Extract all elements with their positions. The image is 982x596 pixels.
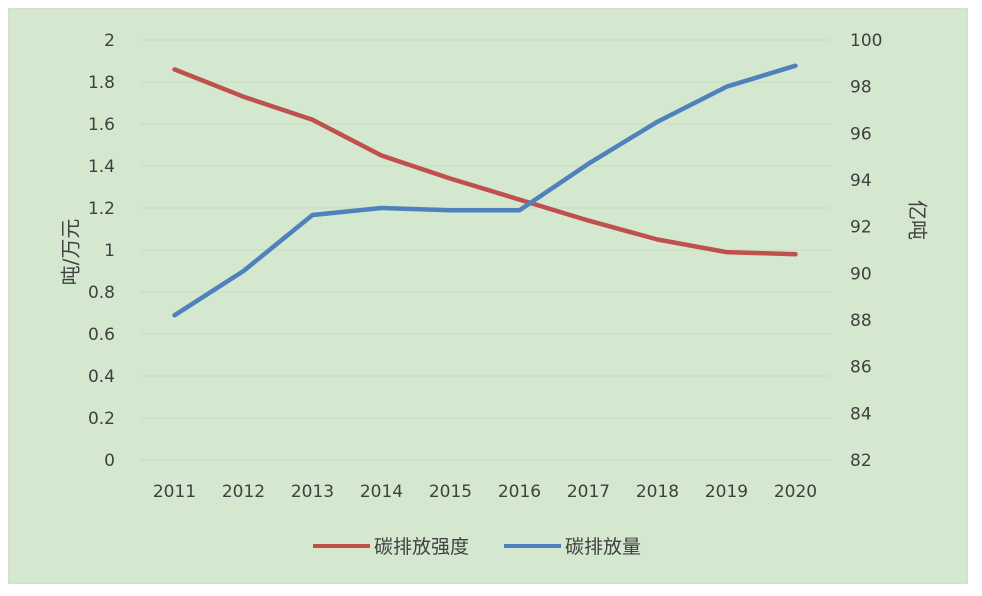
right-tick-label: 96 [850,124,872,144]
legend-label-intensity: 碳排放强度 [374,536,469,558]
left-tick-label: 1.8 [88,73,115,93]
right-tick-label: 90 [850,264,872,284]
series-lines [172,63,798,318]
x-tick-label: 2014 [360,482,403,502]
left-tick-label: 0.6 [88,325,115,345]
left-axis-title: 吨/万元 [59,219,83,286]
right-tick-label: 92 [850,218,872,238]
chart-area [8,8,968,584]
legend: 碳排放强度 碳排放量 [313,536,641,558]
left-tick-label: 2 [104,31,115,51]
left-tick-label: 1 [104,241,115,261]
x-tick-label: 2020 [774,482,817,502]
x-tick-label: 2018 [636,482,679,502]
left-tick-label: 0.4 [88,367,115,387]
x-tick-label: 2011 [153,482,196,502]
x-axis-ticks: 2011 2012 2013 2014 2015 2016 2017 2018 2019 2020 [153,482,817,502]
left-tick-label: 0.2 [88,409,115,429]
right-tick-label: 94 [850,171,872,191]
x-tick-label: 2016 [498,482,541,502]
legend-label-emissions: 碳排放量 [565,536,641,558]
left-tick-label: 1.2 [88,199,115,219]
series-line-intensity [172,67,798,257]
right-tick-label: 88 [850,311,872,331]
right-axis-title: 亿吨 [906,200,930,240]
right-tick-label: 84 [850,404,872,424]
left-axis-ticks: 0 0.2 0.4 0.6 0.8 1 1.2 1.4 1.6 1.8 2 [88,31,115,471]
series-line-emissions [172,63,798,318]
x-tick-label: 2015 [429,482,472,502]
x-tick-label: 2019 [705,482,748,502]
left-tick-label: 0.8 [88,283,115,303]
right-axis-ticks: 82 84 86 88 90 92 94 96 98 100 [850,31,882,471]
x-tick-label: 2012 [222,482,265,502]
right-tick-label: 82 [850,451,872,471]
right-tick-label: 100 [850,31,882,51]
left-tick-label: 1.6 [88,115,115,135]
left-tick-label: 0 [104,451,115,471]
left-tick-label: 1.4 [88,157,115,177]
right-tick-label: 98 [850,78,872,98]
right-tick-label: 86 [850,358,872,378]
x-tick-label: 2017 [567,482,610,502]
x-tick-label: 2013 [291,482,334,502]
